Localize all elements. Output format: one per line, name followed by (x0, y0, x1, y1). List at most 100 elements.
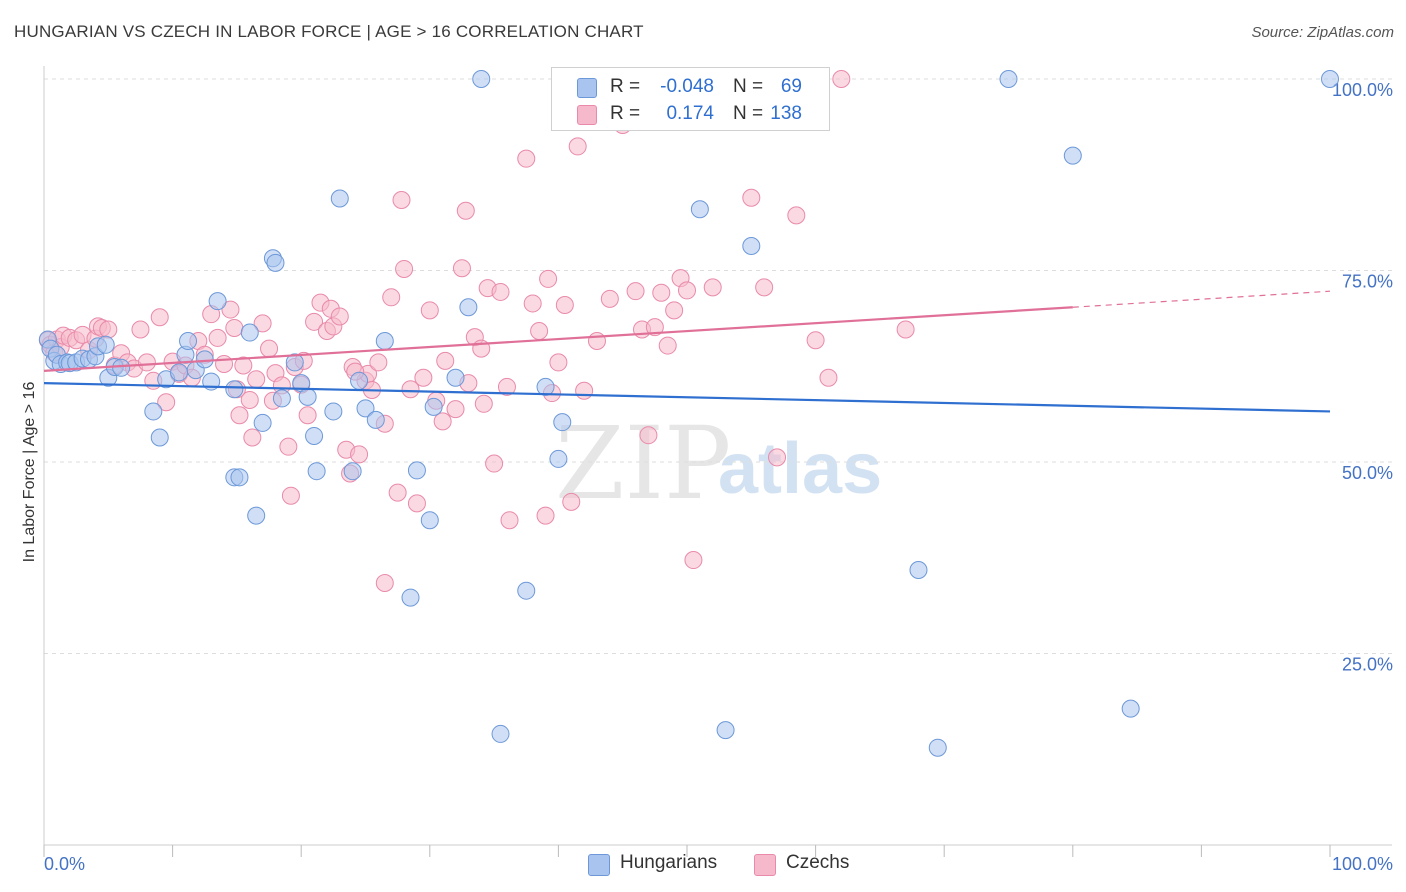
hungarian-trend-line (43, 382, 1331, 413)
czech-point (755, 278, 774, 297)
czech-point (240, 390, 259, 409)
hungarian-point (144, 402, 163, 421)
hungarian-point (549, 449, 568, 468)
legend-n-value: 69 (780, 76, 802, 97)
hungarian-point (266, 253, 285, 272)
hungarian-point (491, 724, 510, 743)
y-tick-label: 50.0% (1342, 463, 1393, 483)
hungarian-point (96, 335, 115, 354)
watermark-zip: ZIP (555, 405, 732, 522)
czech-point (652, 283, 671, 302)
hungarian-point (170, 363, 189, 382)
czech-point (208, 328, 227, 347)
y-axis-label: In Labor Force | Age > 16 (21, 382, 38, 563)
czech-point (549, 353, 568, 372)
legend-n-label: N = (733, 76, 764, 97)
hungarian-point (472, 70, 491, 88)
hungarian-point (401, 588, 420, 607)
czech-point (260, 339, 279, 358)
hungarian-point (253, 413, 272, 432)
czech-point (639, 426, 658, 445)
czech-trend-line (43, 306, 1073, 372)
czech-point (768, 448, 787, 467)
x-tick-label: 0.0% (44, 854, 85, 874)
czech-point (407, 494, 426, 513)
hungarian-point (343, 462, 362, 481)
hungarian-point (247, 506, 266, 525)
czech-point (392, 191, 411, 210)
legend-r-value: 0.174 (666, 103, 714, 124)
czech-point (536, 506, 555, 525)
czech-point (395, 259, 414, 278)
source-label: Source: ZipAtlas.com (1251, 24, 1394, 41)
hungarian-point (459, 298, 478, 317)
czech-point (330, 307, 349, 326)
hungarian-point (742, 236, 761, 255)
czech-point (350, 445, 369, 464)
czech-point (832, 70, 851, 88)
y-tick-label: 100.0% (1332, 80, 1393, 100)
hungarian-point (324, 402, 343, 421)
czech-point (562, 492, 581, 511)
czech-point (645, 318, 664, 337)
czech-point (555, 295, 574, 314)
czech-point (375, 574, 394, 593)
czech-point (382, 288, 401, 307)
czech-point (787, 206, 806, 225)
hungarian-point (307, 462, 326, 481)
czech-point (626, 282, 645, 301)
hungarian-point (517, 581, 536, 600)
czech-point (456, 201, 475, 220)
hungarian-point (375, 331, 394, 350)
hungarian-point (1121, 699, 1140, 718)
hungarian-point (350, 371, 369, 390)
czech-point (221, 300, 240, 319)
hungarian-point (225, 380, 244, 399)
legend-row-hungarians: R = -0.048 N = 69 (552, 74, 829, 100)
czech-point (819, 368, 838, 387)
czech-point (678, 281, 696, 300)
legend-row-czechs: R = 0.174 N = 138 (552, 101, 829, 127)
legend-swatch-blue (577, 78, 597, 98)
hungarian-point (208, 292, 227, 311)
czech-point (433, 412, 452, 431)
czech-point (896, 320, 915, 339)
czech-point (99, 320, 118, 339)
bottom-legend-swatch-pink (754, 854, 776, 876)
czech-point (500, 511, 519, 530)
czech-point (446, 400, 465, 419)
czech-point (243, 428, 262, 447)
hungarian-point (999, 70, 1018, 88)
hungarian-point (536, 377, 555, 396)
czech-trend-line-extension (1072, 290, 1331, 308)
czech-point (568, 137, 587, 156)
czech-point (137, 353, 156, 372)
czech-point (497, 377, 516, 396)
hungarian-point (446, 368, 465, 387)
czech-point (806, 331, 825, 350)
hungarian-point (285, 353, 304, 372)
czech-point (401, 380, 420, 399)
bottom-legend-label: Czechs (786, 852, 850, 873)
czech-point (452, 259, 471, 278)
hungarian-point (690, 200, 709, 219)
czech-point (600, 289, 619, 308)
czech-point (157, 393, 176, 412)
hungarian-point (1321, 70, 1339, 88)
chart-title: HUNGARIAN VS CZECH IN LABOR FORCE | AGE … (14, 22, 644, 41)
y-tick-label: 25.0% (1342, 655, 1393, 675)
czech-point (530, 322, 549, 341)
hungarian-point (179, 331, 198, 350)
czech-point (491, 282, 510, 301)
czech-point (523, 294, 542, 313)
watermark-atlas: atlas (718, 429, 883, 509)
czech-point (230, 406, 249, 425)
bottom-legend-swatch-blue (588, 854, 610, 876)
hungarian-point (553, 413, 572, 432)
hungarian-point (150, 428, 169, 447)
hungarian-point (424, 397, 443, 416)
czech-point (279, 437, 298, 456)
legend-r-label: R = (610, 103, 641, 124)
hungarian-point (1063, 146, 1082, 165)
